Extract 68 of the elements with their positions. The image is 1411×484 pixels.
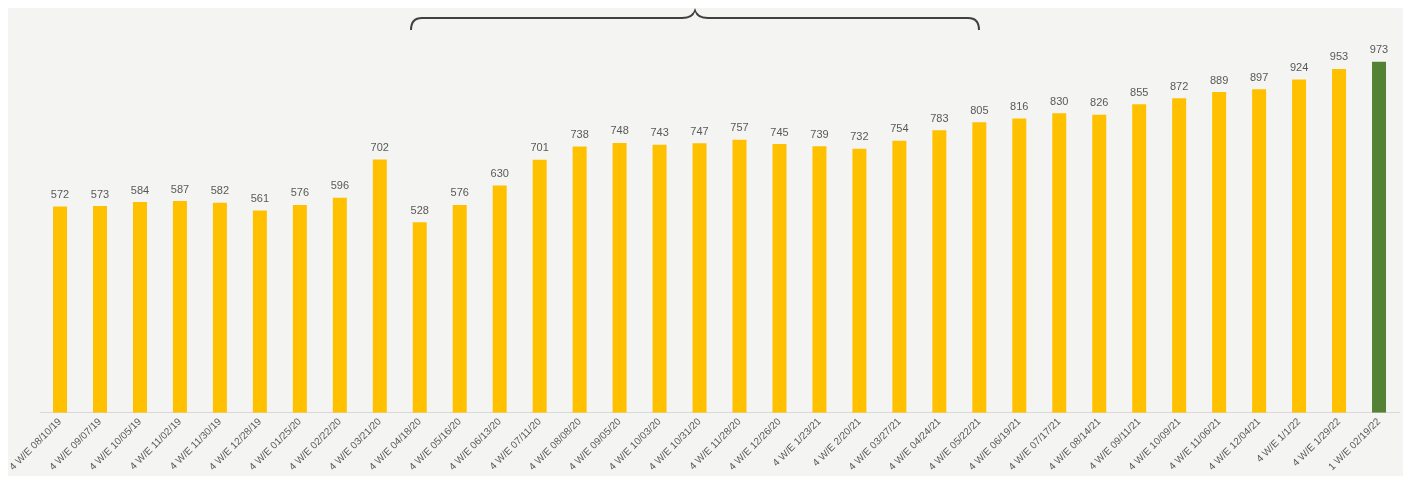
bar bbox=[612, 142, 627, 413]
data-label: 816 bbox=[1010, 99, 1029, 112]
bar bbox=[972, 122, 987, 413]
bar bbox=[172, 201, 187, 413]
bar bbox=[1252, 89, 1267, 413]
data-label: 702 bbox=[370, 141, 389, 154]
data-label: 561 bbox=[250, 191, 270, 204]
data-label: 783 bbox=[930, 111, 949, 124]
bar bbox=[892, 140, 907, 413]
bar bbox=[1372, 61, 1387, 413]
data-label: 953 bbox=[1329, 50, 1349, 63]
bar bbox=[1132, 104, 1147, 413]
data-label: 872 bbox=[1169, 79, 1189, 92]
data-label: 596 bbox=[330, 179, 349, 192]
data-label: 739 bbox=[810, 127, 829, 140]
data-label: 572 bbox=[50, 187, 70, 200]
data-label: 924 bbox=[1289, 60, 1309, 73]
data-label: 855 bbox=[1130, 85, 1149, 98]
bar bbox=[1332, 68, 1347, 413]
data-label: 528 bbox=[410, 203, 429, 216]
bar bbox=[1012, 118, 1027, 413]
data-label: 576 bbox=[290, 186, 310, 199]
data-label: 754 bbox=[890, 122, 909, 135]
bar bbox=[652, 144, 667, 413]
data-label: 587 bbox=[170, 182, 190, 195]
data-label: 701 bbox=[530, 141, 549, 154]
data-label: 576 bbox=[450, 186, 469, 199]
bar bbox=[932, 130, 947, 413]
data-label: 826 bbox=[1090, 96, 1109, 109]
bar bbox=[572, 146, 587, 413]
data-label: 748 bbox=[610, 124, 629, 137]
data-label: 830 bbox=[1050, 94, 1069, 107]
bar bbox=[292, 204, 307, 413]
bar bbox=[852, 148, 867, 413]
bar bbox=[93, 206, 107, 413]
bar bbox=[412, 222, 427, 413]
bar bbox=[532, 159, 547, 413]
bar bbox=[692, 143, 707, 413]
data-label: 738 bbox=[570, 128, 589, 141]
data-label: 805 bbox=[970, 103, 989, 116]
bar bbox=[772, 144, 787, 413]
bar bbox=[1052, 113, 1067, 413]
bar bbox=[1292, 79, 1307, 413]
data-label: 584 bbox=[130, 183, 150, 196]
data-label: 889 bbox=[1209, 73, 1229, 86]
bar bbox=[53, 206, 68, 413]
data-label: 630 bbox=[490, 167, 509, 180]
data-label: 582 bbox=[210, 184, 230, 197]
data-label: 732 bbox=[850, 130, 869, 143]
bar bbox=[1172, 98, 1187, 413]
bar bbox=[252, 210, 267, 413]
bar bbox=[332, 197, 347, 413]
bar bbox=[212, 202, 227, 413]
bar bbox=[1212, 92, 1227, 413]
bar bbox=[132, 202, 147, 413]
data-label: 897 bbox=[1249, 70, 1269, 83]
bar bbox=[812, 146, 827, 413]
bar bbox=[372, 159, 387, 413]
bar bbox=[1092, 114, 1107, 413]
data-label: 747 bbox=[690, 124, 709, 137]
bar bbox=[452, 204, 467, 413]
data-label: 757 bbox=[730, 121, 749, 134]
data-label: 743 bbox=[650, 126, 669, 139]
data-label: 973 bbox=[1369, 43, 1389, 56]
data-label: 745 bbox=[770, 125, 789, 138]
bar bbox=[492, 185, 507, 413]
bar bbox=[732, 139, 747, 413]
data-label: 573 bbox=[90, 187, 110, 200]
